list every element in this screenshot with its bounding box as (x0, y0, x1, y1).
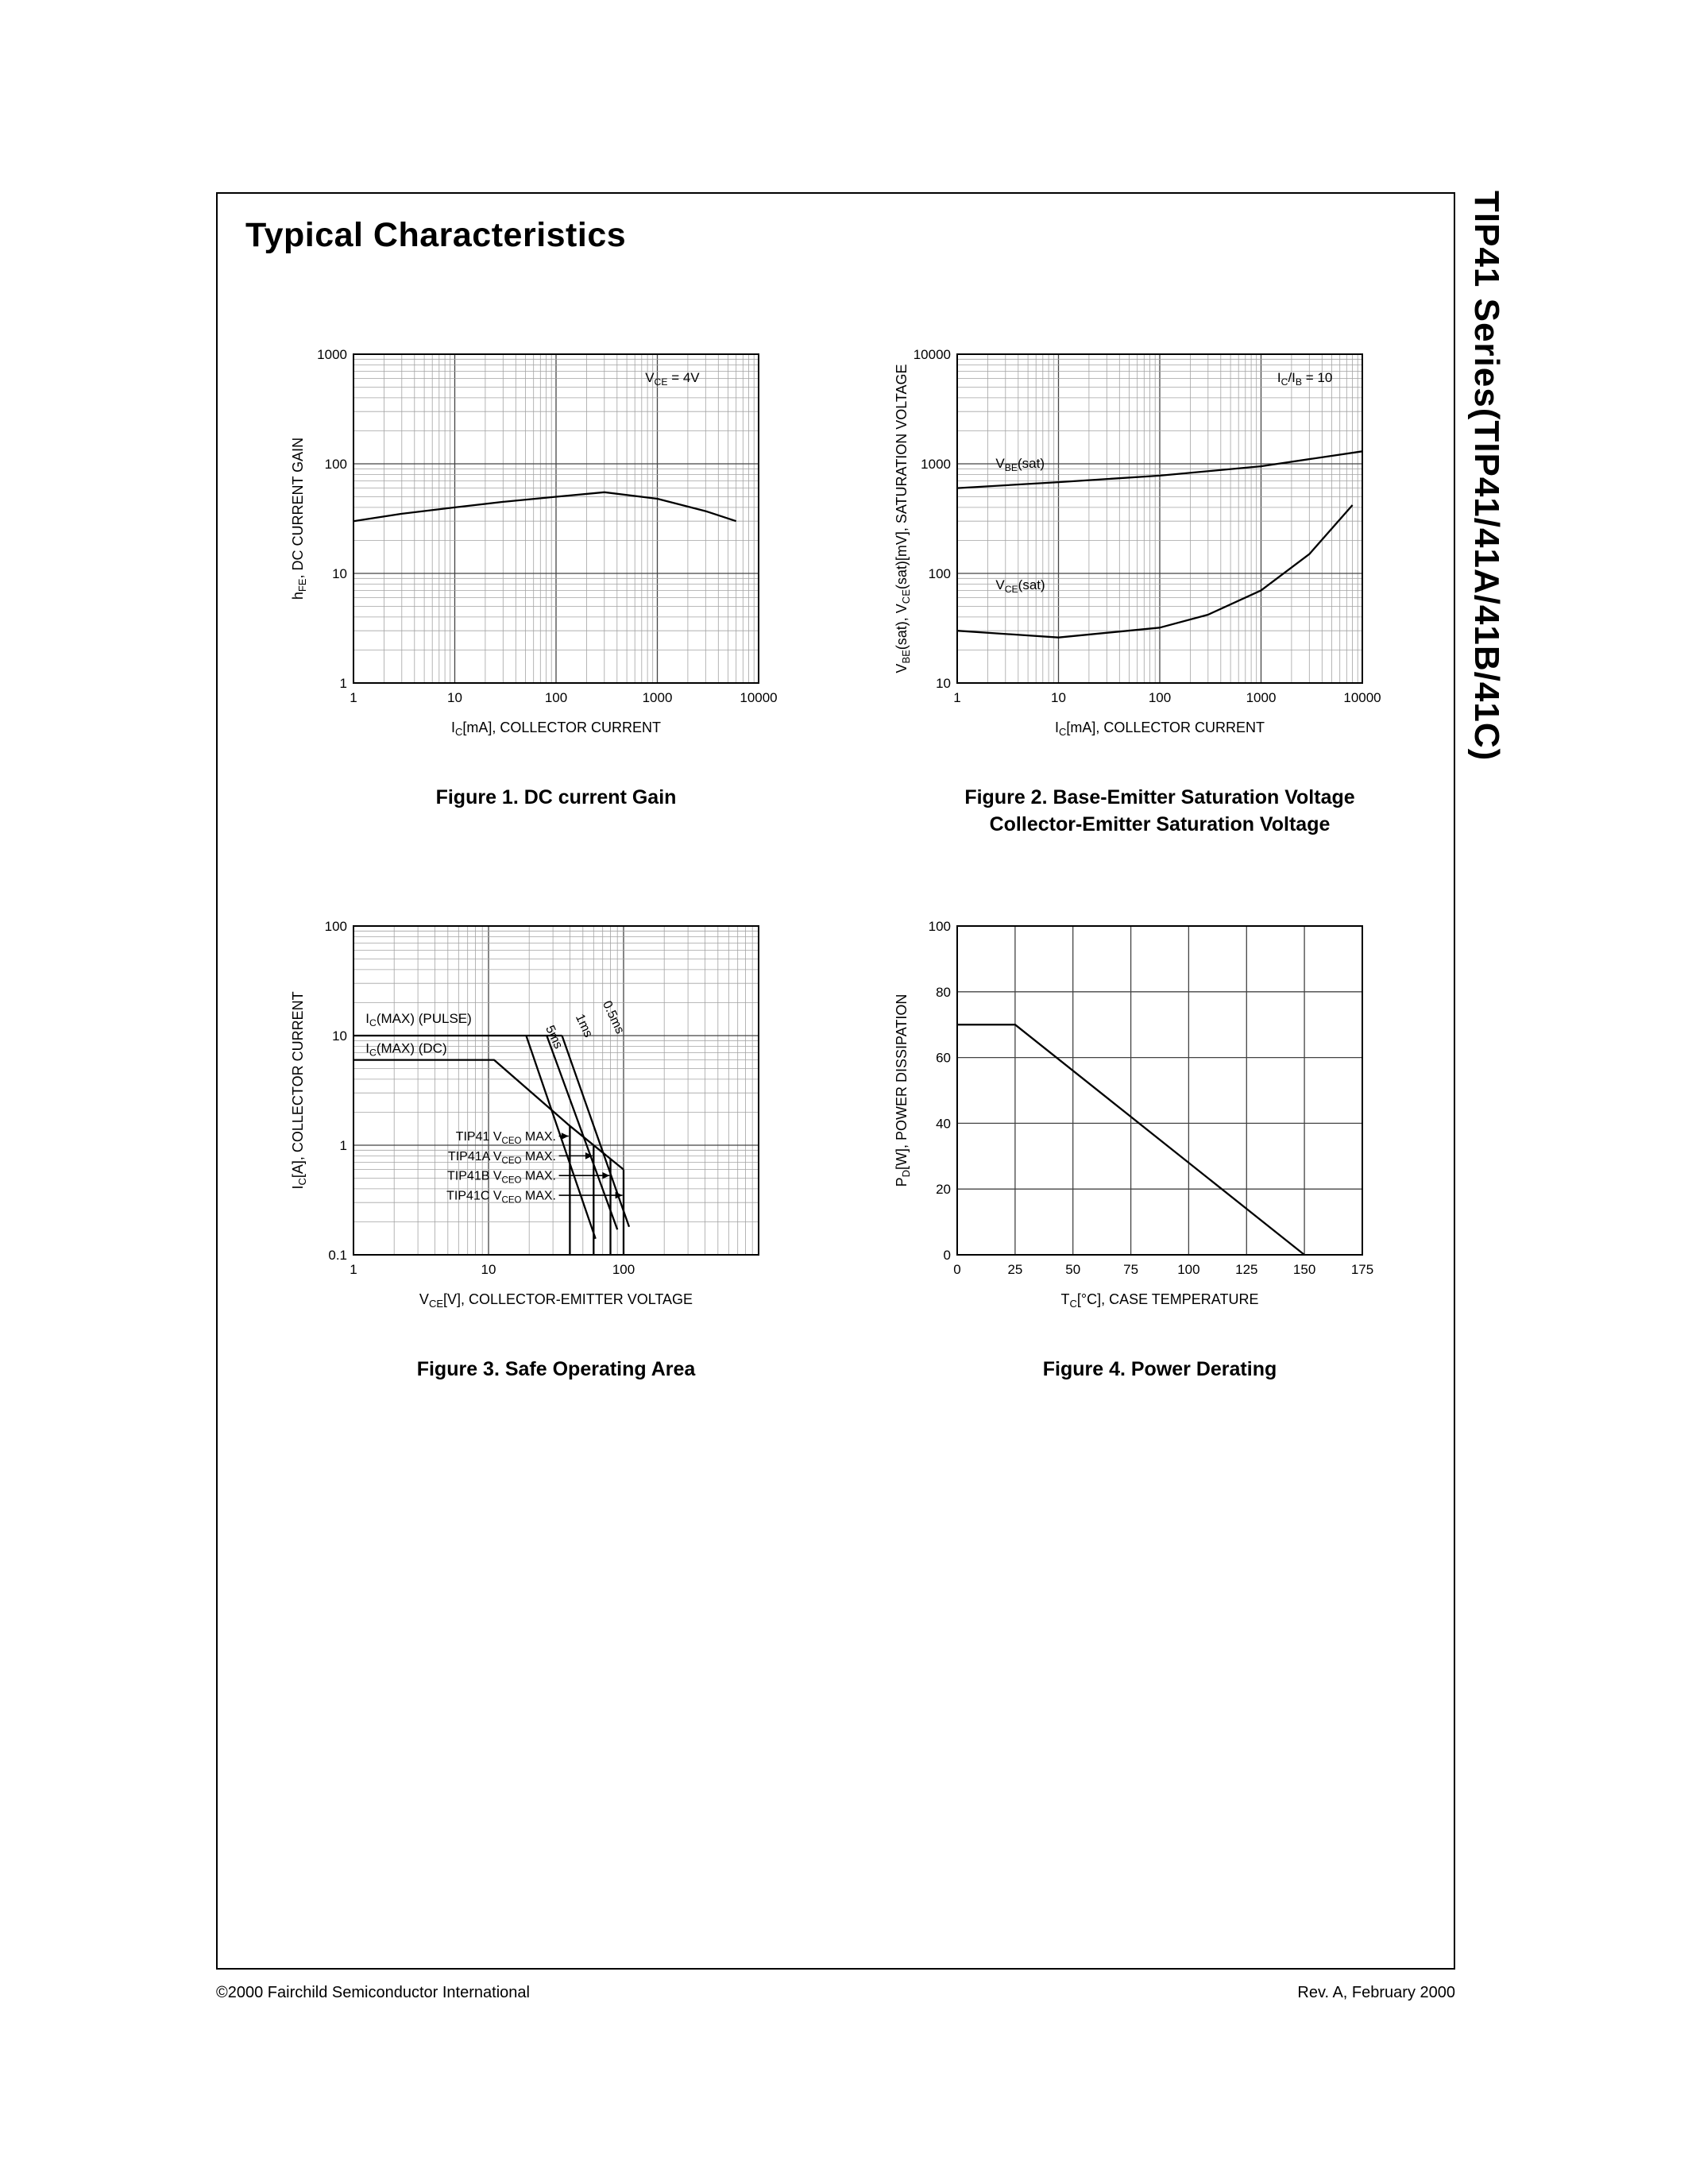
figure-4-caption: Figure 4. Power Derating (1042, 1358, 1277, 1380)
svg-text:10: 10 (332, 1028, 347, 1044)
svg-text:1000: 1000 (643, 690, 673, 705)
svg-text:1: 1 (953, 690, 960, 705)
figure-4: 0 25 50 75 100 125 150 175 0 20 40 60 80 100 TC[°C], C… (882, 904, 1390, 1383)
svg-text:TIP41C VCEO MAX.: TIP41C VCEO MAX. (446, 1189, 556, 1205)
svg-text:TIP41 VCEO MAX.: TIP41 VCEO MAX. (456, 1130, 556, 1146)
svg-text:VCE(sat): VCE(sat) (995, 577, 1045, 595)
svg-text:10000: 10000 (1343, 690, 1381, 705)
side-product-title: TIP41 Series(TIP41/41A/41B/41C) (1467, 191, 1506, 762)
svg-text:50: 50 (1065, 1262, 1080, 1277)
svg-text:IC(MAX) (PULSE): IC(MAX) (PULSE) (365, 1011, 472, 1028)
svg-text:IC[mA], COLLECTOR CURRENT: IC[mA], COLLECTOR CURRENT (451, 720, 661, 738)
svg-text:40: 40 (936, 1116, 951, 1131)
figure-4-chart: 0 25 50 75 100 125 150 175 0 20 40 60 80 100 TC[°C], C… (894, 919, 1373, 1310)
svg-text:TIP41A VCEO MAX.: TIP41A VCEO MAX. (448, 1150, 556, 1166)
svg-text:25: 25 (1007, 1262, 1022, 1277)
svg-text:150: 150 (1293, 1262, 1315, 1277)
svg-text:1: 1 (350, 1262, 357, 1277)
svg-text:1000: 1000 (317, 347, 347, 362)
svg-text:100: 100 (325, 457, 347, 472)
figure-2: 1 10 100 1000 10000 10 100 1000 10000 IC[mA], COL… (882, 332, 1390, 839)
svg-text:VCE[V], COLLECTOR-EMITTER VOLT: VCE[V], COLLECTOR-EMITTER VOLTAGE (419, 1291, 693, 1310)
svg-text:100: 100 (929, 919, 951, 934)
figure-2-caption: Figure 2. Base-Emitter Saturation Voltag… (964, 786, 1355, 835)
svg-text:VBE(sat), VCE(sat)[mV], SATURA: VBE(sat), VCE(sat)[mV], SATURATION VOLTA… (894, 364, 912, 673)
svg-text:IC[A], COLLECTOR CURRENT: IC[A], COLLECTOR CURRENT (290, 991, 308, 1189)
svg-text:IC(MAX) (DC): IC(MAX) (DC) (365, 1040, 446, 1058)
svg-text:1: 1 (340, 676, 347, 691)
svg-text:100: 100 (612, 1262, 635, 1277)
svg-text:175: 175 (1351, 1262, 1373, 1277)
figure-1-chart: 1 10 100 1000 10000 1 10 100 1000 IC[mA], COLLECT… (290, 347, 778, 738)
svg-text:IC[mA], COLLECTOR CURRENT: IC[mA], COLLECTOR CURRENT (1055, 720, 1265, 738)
svg-text:10000: 10000 (740, 690, 777, 705)
page-title: Typical Characteristics (245, 216, 627, 254)
svg-text:75: 75 (1123, 1262, 1138, 1277)
figure-1-caption: Figure 1. DC current Gain (435, 786, 677, 808)
svg-text:10: 10 (447, 690, 462, 705)
svg-text:100: 100 (325, 919, 347, 934)
figure-1: 1 10 100 1000 10000 1 10 100 1000 IC[mA], COLLECT… (278, 332, 786, 812)
svg-text:0.1: 0.1 (328, 1248, 347, 1263)
svg-text:60: 60 (936, 1051, 951, 1066)
svg-text:100: 100 (545, 690, 567, 705)
svg-text:TC[°C], CASE TEMPERATURE: TC[°C], CASE TEMPERATURE (1061, 1291, 1259, 1310)
svg-text:10: 10 (936, 676, 951, 691)
svg-text:100: 100 (1149, 690, 1171, 705)
footer-copyright: ©2000 Fairchild Semiconductor Internatio… (216, 1984, 530, 2001)
svg-text:1: 1 (340, 1138, 347, 1153)
svg-text:10: 10 (1051, 690, 1066, 705)
svg-text:VBE(sat): VBE(sat) (995, 456, 1045, 473)
svg-text:20: 20 (936, 1182, 951, 1197)
svg-text:TIP41B VCEO MAX.: TIP41B VCEO MAX. (447, 1170, 556, 1186)
footer-revision: Rev. A, February 2000 (1297, 1984, 1455, 2001)
svg-text:1000: 1000 (1246, 690, 1277, 705)
svg-text:5ms: 5ms (543, 1024, 565, 1051)
svg-text:1: 1 (350, 690, 357, 705)
svg-text:1000: 1000 (921, 457, 951, 472)
figure-3-caption: Figure 3. Safe Operating Area (416, 1358, 696, 1380)
svg-text:125: 125 (1235, 1262, 1257, 1277)
svg-text:10000: 10000 (914, 347, 951, 362)
svg-text:0: 0 (953, 1262, 960, 1277)
figure-3: 1 10 100 0.1 1 10 100 VCE[V], COLLECTOR-EMITTER… (278, 904, 786, 1383)
svg-text:0: 0 (944, 1248, 951, 1263)
svg-text:IC/IB = 10: IC/IB = 10 (1277, 370, 1332, 388)
svg-text:VCE = 4V: VCE = 4V (645, 370, 700, 388)
svg-text:10: 10 (481, 1262, 496, 1277)
svg-text:100: 100 (929, 566, 951, 581)
svg-text:80: 80 (936, 985, 951, 1000)
svg-text:hFE, DC CURRENT GAIN: hFE, DC CURRENT GAIN (290, 438, 308, 600)
svg-text:0.5ms: 0.5ms (600, 999, 627, 1036)
svg-text:10: 10 (332, 566, 347, 581)
svg-text:100: 100 (1177, 1262, 1199, 1277)
svg-text:PD[W], POWER DISSIPATION: PD[W], POWER DISSIPATION (894, 994, 912, 1187)
